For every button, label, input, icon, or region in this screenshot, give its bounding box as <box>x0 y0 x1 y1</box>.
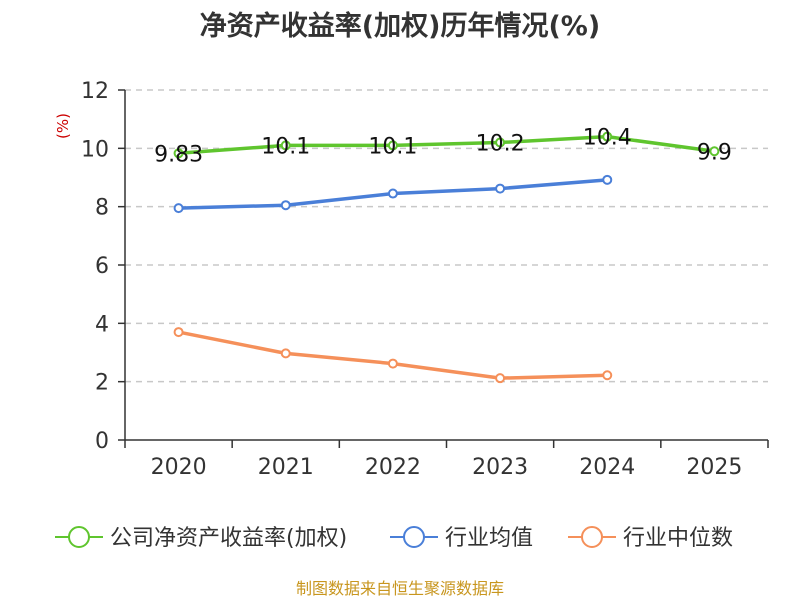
series-0-point-2020 <box>173 148 184 159</box>
legend-marker-0 <box>68 526 90 548</box>
legend-label-1: 行业均值 <box>445 526 533 551</box>
x-tick-label: 2024 <box>579 455 635 480</box>
y-tick-label: 6 <box>95 254 109 279</box>
series-line-0 <box>178 134 715 156</box>
legend-marker-2 <box>581 526 603 548</box>
y-axis-unit-label: (%) <box>54 113 72 139</box>
data-label-2022: 10.1 <box>368 134 417 159</box>
data-label-2025: 9.9 <box>697 140 732 165</box>
series-1-point-2021 <box>280 200 291 211</box>
series-0-point-2022 <box>387 140 398 151</box>
legend-label-0: 公司净资产收益率(加权) <box>110 526 347 551</box>
chart-title: 净资产收益率(加权)历年情况(%) <box>200 10 600 42</box>
series-0-point-2024 <box>602 131 613 142</box>
x-tick-label: 2022 <box>365 455 421 480</box>
series-2-point-2023 <box>495 373 506 384</box>
axes: 0 2 4 6 8 10 12 2020 2021 2022 2023 2024 2025 <box>81 79 769 480</box>
x-tick-label: 2020 <box>151 455 207 480</box>
legend-label-2: 行业中位数 <box>623 526 733 551</box>
data-label-2023: 10.2 <box>476 132 525 157</box>
series-1-point-2024 <box>602 174 613 185</box>
series-2-point-2022 <box>387 358 398 369</box>
y-tick-label: 4 <box>95 312 109 337</box>
data-label-2021: 10.1 <box>261 134 310 159</box>
data-label-2024: 10.4 <box>583 126 632 151</box>
series-1-point-2023 <box>495 183 506 194</box>
grid-lines <box>125 89 768 383</box>
x-tick-label: 2023 <box>472 455 528 480</box>
series-2-point-2024 <box>602 370 613 381</box>
x-tick-label: 2021 <box>258 455 314 480</box>
y-tick-label: 0 <box>95 429 109 454</box>
y-tick-label: 12 <box>81 79 109 104</box>
data-labels: 9.83 10.1 10.1 10.2 10.4 9.9 <box>154 126 732 168</box>
legend: 公司净资产收益率(加权) 行业均值 行业中位数 <box>55 526 733 551</box>
series-0-point-2023 <box>495 137 506 148</box>
series-1-point-2022 <box>387 188 398 199</box>
source-note: 制图数据来自恒生聚源数据库 <box>296 579 504 598</box>
series-0-point-2025 <box>709 146 720 157</box>
series-2-point-2021 <box>280 348 291 359</box>
y-tick-label: 8 <box>95 196 109 221</box>
series-0-point-2021 <box>280 140 291 151</box>
legend-marker-1 <box>403 526 425 548</box>
y-tick-label: 2 <box>95 371 109 396</box>
x-tick-label: 2025 <box>686 455 742 480</box>
y-tick-label: 10 <box>81 137 109 162</box>
series-line-2 <box>178 330 608 380</box>
series-1-point-2020 <box>173 203 184 214</box>
series-layer <box>173 131 720 384</box>
series-2-point-2020 <box>173 327 184 338</box>
data-label-2020: 9.83 <box>154 142 203 167</box>
